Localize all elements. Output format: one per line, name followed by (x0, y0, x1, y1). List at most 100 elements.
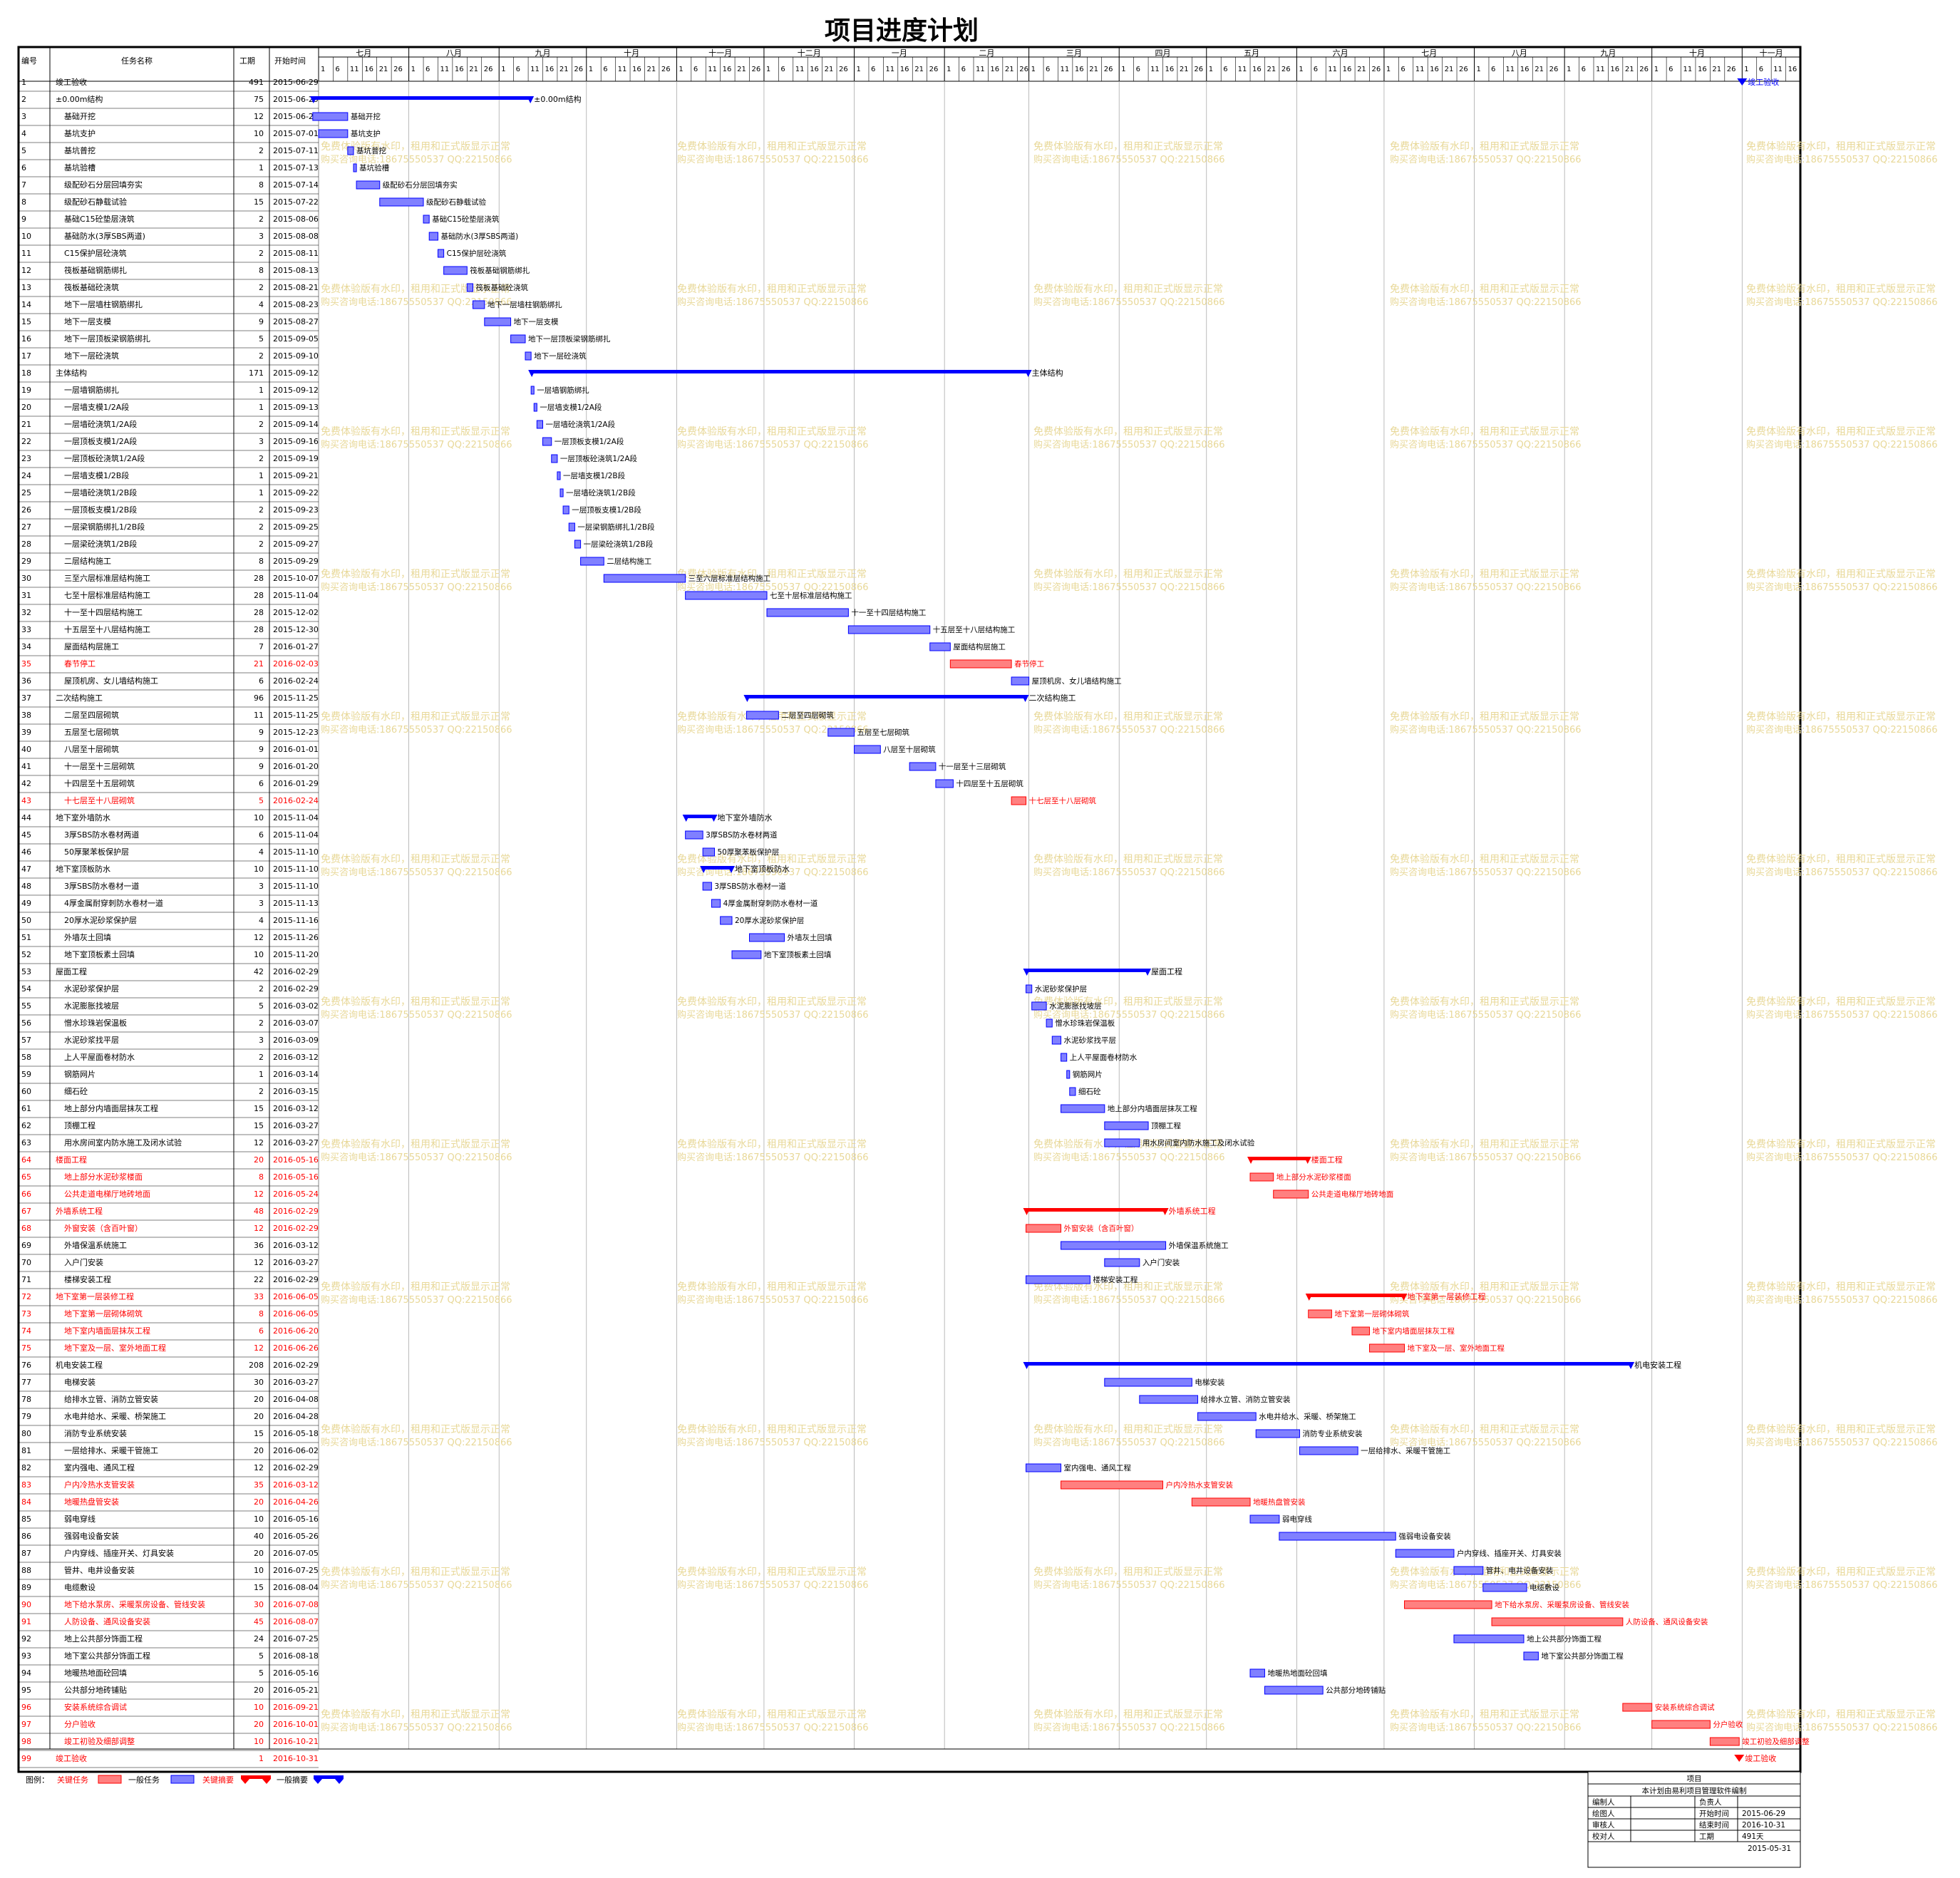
day-label: 21 (914, 66, 924, 73)
day-label: 1 (1654, 66, 1659, 73)
watermark-line: 购买咨询电话:18675550537 QQ:22150866 (1390, 296, 1582, 308)
task-duration: 15 (254, 1583, 264, 1592)
task-duration: 33 (254, 1292, 264, 1301)
day-label: 6 (961, 66, 966, 73)
task-start: 2016-03-27 (273, 1138, 319, 1147)
day-label: 21 (1180, 66, 1189, 73)
watermark-line: 免费体验版有水印，租用和正式版显示正常 (677, 141, 867, 153)
task-id: 3 (21, 112, 26, 121)
legend: 图例： 关键任务 一般任务 关键摘要 一般摘要 (19, 1748, 1800, 1785)
task-duration: 1 (259, 386, 264, 395)
task-bar (1011, 676, 1030, 686)
watermark-line: 购买咨询电话:18675550537 QQ:22150866 (1746, 582, 1938, 593)
task-bar-label: 水泥膨胀找坡层 (1049, 1001, 1102, 1011)
task-id: 56 (21, 1018, 31, 1028)
legend-critical-task-swatch (98, 1775, 122, 1784)
task-start: 2016-05-16 (273, 1668, 319, 1678)
task-name: 地下室顶板防水 (56, 864, 110, 874)
task-bar (702, 882, 712, 891)
task-start: 2016-03-12 (273, 1241, 319, 1250)
watermark-line: 免费体验版有水印，租用和正式版显示正常 (321, 1424, 510, 1435)
task-bar (1026, 984, 1033, 994)
task-bar-label: 4厚金属耐穿刺防水卷材一道 (723, 899, 818, 908)
watermark-line: 免费体验版有水印，租用和正式版显示正常 (321, 141, 510, 153)
task-bar-label: 十七层至十八层砌筑 (1029, 796, 1097, 805)
watermark-line: 购买咨询电话:18675550537 QQ:22150866 (677, 439, 869, 450)
task-start: 2015-09-25 (273, 522, 319, 532)
watermark-line: 购买咨询电话:18675550537 QQ:22150866 (1033, 1722, 1225, 1733)
watermark-line: 购买咨询电话:18675550537 QQ:22150866 (677, 1437, 869, 1448)
task-name: 地下室第一层装修工程 (56, 1291, 134, 1301)
task-bar (1651, 1720, 1711, 1729)
task-start: 2016-03-15 (273, 1087, 319, 1096)
task-id: 15 (21, 317, 31, 326)
watermark-line: 免费体验版有水印，租用和正式版显示正常 (1390, 1281, 1579, 1293)
task-bar (702, 847, 715, 857)
info-cell: 校对人 (1592, 1832, 1615, 1841)
summary-cap (1247, 1157, 1255, 1164)
task-duration: 9 (259, 745, 264, 754)
task-start: 2016-05-16 (273, 1515, 319, 1524)
day-label: 26 (752, 66, 761, 73)
task-duration: 28 (254, 608, 264, 617)
task-start: 2016-04-28 (273, 1412, 319, 1421)
task-bar (909, 762, 937, 771)
day-label: 16 (1165, 66, 1174, 73)
task-id: 13 (21, 283, 31, 292)
watermark-line: 免费体验版有水印，租用和正式版显示正常 (677, 1139, 867, 1150)
task-bar (1061, 1480, 1163, 1490)
task-start: 2016-02-29 (273, 1361, 319, 1370)
watermark-line: 免费体验版有水印，租用和正式版显示正常 (321, 1139, 510, 1150)
legend-critical-summary-label: 关键摘要 (202, 1775, 234, 1785)
task-start: 2016-10-01 (273, 1720, 319, 1729)
watermark-line: 购买咨询电话:18675550537 QQ:22150866 (1033, 1152, 1225, 1163)
summary-cap (1021, 695, 1029, 702)
task-id: 64 (21, 1155, 31, 1165)
task-bar (574, 540, 582, 549)
watermark-line: 免费体验版有水印，租用和正式版显示正常 (1390, 711, 1579, 723)
task-id: 25 (21, 488, 31, 497)
task-name: 水泥膨胀找坡层 (64, 1001, 119, 1011)
watermark-line: 购买咨询电话:18675550537 QQ:22150866 (321, 1437, 512, 1448)
day-label: 16 (810, 66, 819, 73)
month-label: 七月 (1421, 48, 1437, 58)
task-name: 楼面工程 (56, 1155, 87, 1165)
watermark-line: 购买咨询电话:18675550537 QQ:22150866 (1033, 867, 1225, 878)
task-bar-label: 地下室公共部分饰面工程 (1541, 1651, 1624, 1661)
summary-bar (1308, 1294, 1405, 1297)
task-bar-label: 地下一层顶板梁钢筋绑扎 (528, 334, 611, 344)
task-id: 72 (21, 1292, 31, 1301)
summary-bar (531, 370, 1029, 373)
watermark-line: 购买咨询电话:18675550537 QQ:22150866 (321, 296, 512, 308)
task-bar (533, 403, 537, 412)
day-label: 1 (1567, 66, 1571, 73)
task-bar-label: 一层给排水、采暖干管施工 (1361, 1446, 1450, 1455)
watermark-line: 购买咨询电话:18675550537 QQ:22150866 (1390, 1437, 1582, 1448)
task-id: 35 (21, 659, 31, 669)
task-duration: 2 (259, 505, 264, 515)
day-label: 1 (1477, 66, 1481, 73)
task-name: 安装系统综合调试 (64, 1702, 127, 1712)
task-bar (580, 557, 604, 566)
task-name: 电梯安装 (64, 1377, 96, 1387)
task-id: 85 (21, 1515, 31, 1524)
summary-cap (710, 815, 718, 822)
task-bar (562, 505, 569, 515)
task-id: 20 (21, 403, 31, 412)
task-duration: 9 (259, 317, 264, 326)
day-label: 26 (1281, 66, 1291, 73)
task-duration: 4 (259, 847, 264, 857)
watermark-line: 免费体验版有水印，租用和正式版显示正常 (1033, 1281, 1223, 1293)
task-start: 2015-08-06 (273, 215, 319, 224)
task-duration: 2 (259, 454, 264, 463)
watermark-line: 购买咨询电话:18675550537 QQ:22150866 (677, 296, 869, 308)
task-duration: 2 (259, 283, 264, 292)
header-name: 任务名称 (121, 56, 153, 66)
watermark-line: 免费体验版有水印，租用和正式版显示正常 (1746, 711, 1936, 723)
task-id: 90 (21, 1600, 31, 1609)
task-bar-label: 一层墙砼浇筑1/2B段 (566, 488, 636, 497)
task-bar (1523, 1651, 1539, 1661)
summary-bar (1250, 1157, 1309, 1160)
task-id: 1 (21, 78, 26, 87)
task-bar-label: 地上公共部分饰面工程 (1527, 1634, 1601, 1644)
